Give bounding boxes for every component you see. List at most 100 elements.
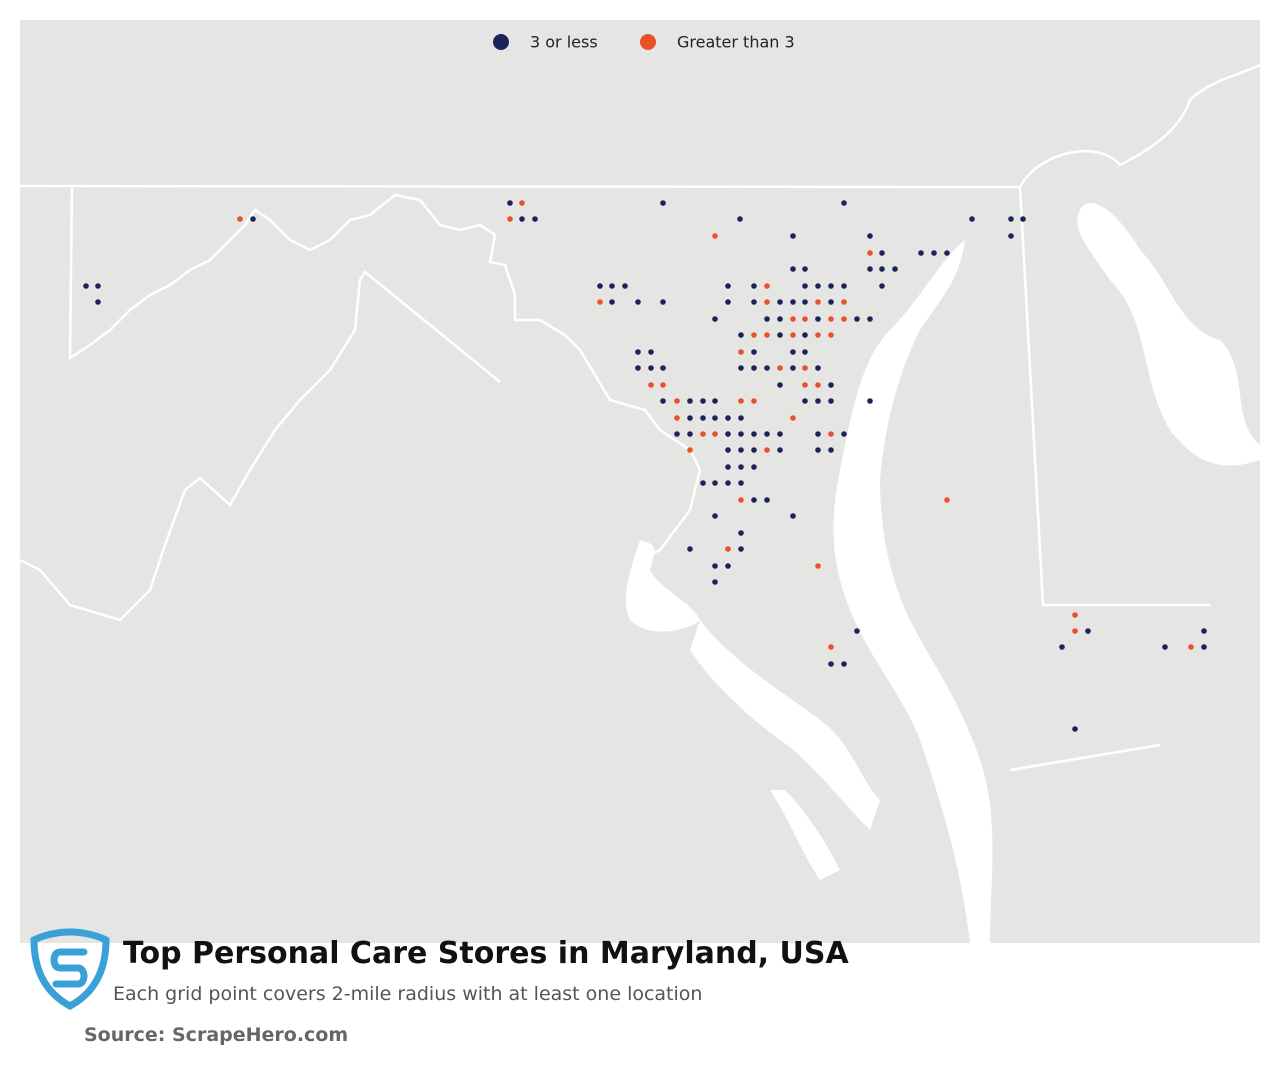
grid-point xyxy=(867,398,873,404)
grid-point xyxy=(532,216,538,222)
grid-point xyxy=(828,382,834,388)
grid-point xyxy=(687,546,693,552)
grid-point xyxy=(802,332,808,338)
grid-point xyxy=(725,283,731,289)
grid-point xyxy=(841,200,847,206)
grid-point xyxy=(1201,644,1207,650)
grid-point xyxy=(802,266,808,272)
grid-point xyxy=(660,299,666,305)
grid-point xyxy=(1162,644,1168,650)
grid-point xyxy=(892,266,898,272)
water xyxy=(625,202,1260,943)
grid-point xyxy=(879,283,885,289)
grid-point xyxy=(815,332,821,338)
grid-point xyxy=(712,579,718,585)
grid-point xyxy=(751,349,757,355)
grid-point xyxy=(764,283,770,289)
grid-point xyxy=(751,283,757,289)
grid-point xyxy=(764,497,770,503)
grid-point xyxy=(660,365,666,371)
grid-point xyxy=(725,546,731,552)
grid-point xyxy=(751,464,757,470)
grid-point xyxy=(712,480,718,486)
source: Source: ScrapeHero.com xyxy=(84,1024,349,1046)
grid-point xyxy=(1072,726,1078,732)
grid-point xyxy=(828,447,834,453)
grid-point xyxy=(918,250,924,256)
grid-point xyxy=(815,283,821,289)
grid-point xyxy=(931,250,937,256)
grid-point xyxy=(815,398,821,404)
grid-point xyxy=(828,661,834,667)
grid-point xyxy=(815,382,821,388)
legend-marker xyxy=(493,34,509,50)
grid-point xyxy=(867,266,873,272)
grid-point xyxy=(751,299,757,305)
grid-point xyxy=(83,283,89,289)
grid-point xyxy=(700,398,706,404)
grid-point xyxy=(944,250,950,256)
grid-point xyxy=(1188,644,1194,650)
grid-point xyxy=(712,398,718,404)
grid-point xyxy=(790,349,796,355)
grid-point xyxy=(815,365,821,371)
grid-point xyxy=(879,250,885,256)
map: 3 or less Greater than 3 xyxy=(19,20,1261,943)
grid-point xyxy=(828,332,834,338)
grid-point xyxy=(969,216,975,222)
map-background xyxy=(20,20,1260,943)
grid-point xyxy=(660,382,666,388)
grid-point xyxy=(635,349,641,355)
grid-point xyxy=(635,299,641,305)
grid-point xyxy=(828,299,834,305)
grid-point xyxy=(815,431,821,437)
grid-point xyxy=(751,365,757,371)
grid-point xyxy=(738,415,744,421)
grid-point xyxy=(802,349,808,355)
subtitle: Each grid point covers 2-mile radius wit… xyxy=(113,983,703,1005)
legend-marker xyxy=(640,34,656,50)
grid-point xyxy=(764,431,770,437)
grid-point xyxy=(1072,628,1078,634)
grid-point xyxy=(687,398,693,404)
grid-point xyxy=(802,365,808,371)
grid-point xyxy=(738,447,744,453)
grid-point xyxy=(828,431,834,437)
grid-point xyxy=(790,365,796,371)
grid-point xyxy=(777,332,783,338)
grid-point xyxy=(687,447,693,453)
grid-point xyxy=(712,415,718,421)
grid-point xyxy=(674,415,680,421)
grid-point xyxy=(1020,216,1026,222)
grid-point xyxy=(815,563,821,569)
grid-point xyxy=(725,299,731,305)
grid-point xyxy=(815,299,821,305)
grid-point xyxy=(751,497,757,503)
grid-point xyxy=(700,431,706,437)
grid-point xyxy=(841,661,847,667)
grid-point xyxy=(738,332,744,338)
grid-point xyxy=(1072,612,1078,618)
grid-point xyxy=(841,283,847,289)
grid-point xyxy=(648,349,654,355)
logo xyxy=(30,928,110,1010)
grid-point xyxy=(867,316,873,322)
grid-point xyxy=(738,480,744,486)
grid-point xyxy=(687,431,693,437)
grid-point xyxy=(751,447,757,453)
grid-point xyxy=(751,332,757,338)
grid-point xyxy=(790,316,796,322)
grid-point xyxy=(95,283,101,289)
title: Top Personal Care Stores in Maryland, US… xyxy=(123,936,849,971)
grid-point xyxy=(648,365,654,371)
grid-point xyxy=(867,233,873,239)
grid-point xyxy=(944,497,950,503)
grid-point xyxy=(777,431,783,437)
grid-point xyxy=(751,431,757,437)
grid-point xyxy=(597,283,603,289)
grid-point xyxy=(674,398,680,404)
grid-point xyxy=(777,365,783,371)
legend-label: 3 or less xyxy=(530,33,598,52)
borders xyxy=(19,63,1261,772)
